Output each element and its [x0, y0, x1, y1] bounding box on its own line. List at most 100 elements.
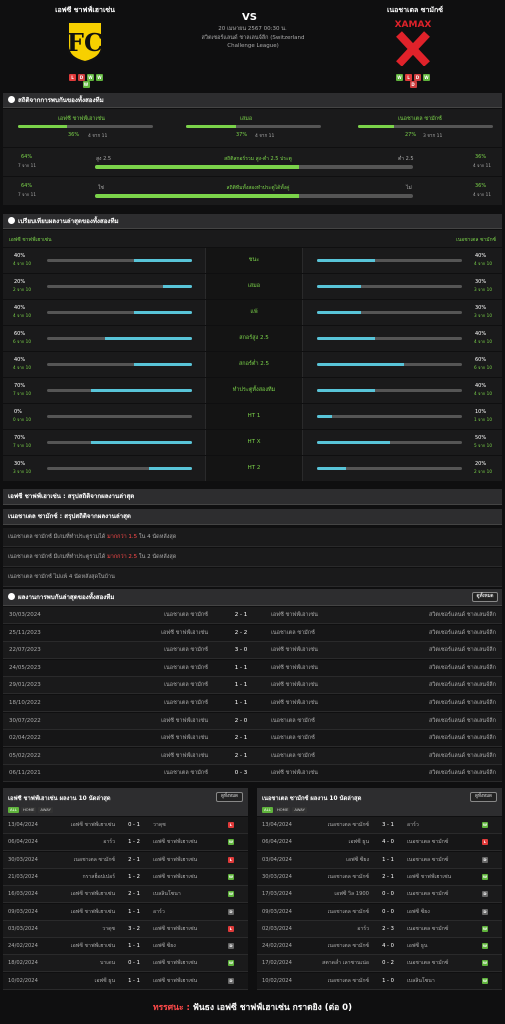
- summary-team: เนอชาเตล ซามักซ์: [8, 534, 54, 540]
- last10-score: 0 - 2: [382, 960, 394, 967]
- last10-score: 2 - 1: [382, 873, 394, 880]
- compare-left-count: 2 จาก 10: [13, 287, 31, 292]
- compare-left-count: 0 จาก 10: [13, 417, 31, 422]
- tab-all[interactable]: ALL: [8, 807, 19, 813]
- h2h-league: สวิตเซอร์แลนด์ ชาลเลนจ์ลีก: [428, 664, 496, 671]
- last10-away: วาดุซ: [153, 822, 166, 828]
- last10-score: 1 - 2: [128, 839, 140, 846]
- h2h-row[interactable]: 30/07/2022 เอฟซี ชาฟฟ์เฮาเซ่น 2 - 0 เนอช…: [3, 712, 502, 730]
- last10-row[interactable]: 17/02/2024 สตาดล่ำ เลาซานเน่อ 0 - 2 เนอช…: [257, 955, 502, 973]
- tab-home[interactable]: HOME: [20, 807, 37, 813]
- btts-left-count: 7 จาก 11: [18, 192, 36, 197]
- h2h-row[interactable]: 25/11/2023 เอฟซี ชาฟฟ์เฮาเซ่น 2 - 2 เนอช…: [3, 624, 502, 642]
- last10-row[interactable]: 24/02/2024 เนอชาเตล ซามักซ์ 4 - 0 เอฟซี …: [257, 938, 502, 956]
- compare-left-count: 4 จาก 10: [13, 365, 31, 370]
- last10-row[interactable]: 03/04/2024 เอฟซี ซียง 1 - 1 เนอชาเตล ซาม…: [257, 851, 502, 869]
- compare-right-pct: 20%: [475, 461, 487, 467]
- h2h-results-header: ผลงานการพบกันล่าสุดของทั้งสองทีม ดูทั้งห…: [3, 589, 502, 606]
- h2h-row[interactable]: 05/02/2022 เอฟซี ชาฟฟ์เฮาเซ่น 2 - 1 เนอช…: [3, 747, 502, 765]
- summary-text: ไม่แพ้ 4: [53, 574, 73, 580]
- compare-left-pct: 40%: [14, 357, 26, 363]
- last10-view-all-button[interactable]: ดูทั้งหมด: [216, 792, 243, 802]
- form-chip: W: [96, 74, 103, 81]
- last10-row[interactable]: 09/03/2024 เนอชาเตล ซามักซ์ 0 - 0 เอฟซี …: [257, 903, 502, 921]
- last10-home: เนอชาเตล ซามักซ์: [327, 943, 369, 950]
- last10-score: 0 - 0: [382, 891, 394, 898]
- last10-score: 3 - 2: [128, 925, 140, 932]
- form-chip: D: [414, 74, 421, 81]
- tab-away[interactable]: AWAY: [292, 807, 307, 813]
- last10-row[interactable]: 16/03/2024 เอฟซี ชาฟฟ์เฮาเซ่น 2 - 1 เบลล…: [3, 886, 248, 904]
- last10-score: 2 - 1: [128, 856, 140, 863]
- h2h-stats-header: สถิติจากการพบกันของทั้งสองทีม: [3, 93, 502, 108]
- h2h-league: สวิตเซอร์แลนด์ ชาลเลนจ์ลีก: [428, 752, 496, 759]
- last10-row[interactable]: 10/02/2024 เอฟซี ธูน 1 - 1 เอฟซี ชาฟฟ์เฮ…: [3, 972, 248, 990]
- compare-right-count: 3 จาก 10: [474, 287, 492, 292]
- last10-date: 09/03/2024: [262, 908, 292, 915]
- last10-row[interactable]: 06/04/2024 อาร์ว 1 - 2 เอฟซี ชาฟฟ์เฮาเซ่…: [3, 834, 248, 852]
- h2h-row[interactable]: 02/04/2022 เอฟซี ชาฟฟ์เฮาเซ่น 2 - 1 เนอช…: [3, 730, 502, 748]
- last10-date: 24/02/2024: [262, 943, 292, 950]
- compare-row: 20% 2 จาก 10 เสมอ 30% 3 จาก 10: [3, 274, 502, 299]
- compare-label-cell: ชนะ: [205, 248, 303, 273]
- last10-row[interactable]: 06/04/2024 เอฟซี ธูน 4 - 0 เนอชาเตล ซามั…: [257, 834, 502, 852]
- last10-date: 30/03/2024: [8, 856, 38, 863]
- compare-left-count: 7 จาก 10: [13, 391, 31, 396]
- h2h-score: 2 - 0: [234, 717, 248, 724]
- last10-result-badge: W: [482, 925, 488, 932]
- last10-row[interactable]: 02/03/2024 อาร์ว 2 - 3 เนอชาเตล ซามักซ์ …: [257, 920, 502, 938]
- last10-row[interactable]: 21/03/2024 กราสฮ็อปเปอร์ 1 - 2 เอฟซี ชาฟ…: [3, 868, 248, 886]
- last10-row[interactable]: 13/04/2024 เนอชาเตล ซามักซ์ 3 - 1 อาร์ว …: [257, 817, 502, 834]
- compare-left-bar: [47, 467, 192, 470]
- last10-away: เอฟซี ชาฟฟ์เฮาเซ่น: [153, 839, 198, 846]
- h2h-row[interactable]: 18/10/2022 เนอชาเตล ซามักซ์ 1 - 1 เอฟซี …: [3, 695, 502, 712]
- compare-right-pct: 10%: [475, 409, 487, 415]
- last10-away: เอฟซี ชาฟฟ์เฮาเซ่น: [153, 960, 198, 967]
- h2h-row[interactable]: 30/03/2024 เนอชาเตล ซามักซ์ 2 - 1 เอฟซี …: [3, 607, 502, 624]
- ou-left-count: 7 จาก 11: [18, 163, 36, 168]
- last10-row[interactable]: 24/02/2024 เอฟซี ชาฟฟ์เฮาเซ่น 1 - 1 เอฟซ…: [3, 938, 248, 956]
- compare-right-pct: 30%: [475, 279, 487, 285]
- h2h-date: 02/04/2022: [9, 735, 41, 742]
- home-last10-header: เอฟซี ชาฟฟ์เฮาเซ่น ผลงาน 10 นัดล่าสุด ดู…: [3, 788, 248, 816]
- h2h-row[interactable]: 06/11/2021 เนอชาเตล ซามักซ์ 0 - 3 เอฟซี …: [3, 765, 502, 783]
- tab-home[interactable]: HOME: [274, 807, 291, 813]
- last10-row[interactable]: 30/03/2024 เนอชาเตล ซามักซ์ 2 - 1 เอฟซี …: [3, 851, 248, 869]
- last10-view-all-button[interactable]: ดูทั้งหมด: [470, 792, 497, 802]
- last10-row[interactable]: 17/03/2024 เอฟซี วิล 1900 0 - 0 เนอชาเตล…: [257, 886, 502, 904]
- last10-row[interactable]: 09/03/2024 เอฟซี ชาฟฟ์เฮาเซ่น 1 - 1 อาร์…: [3, 903, 248, 921]
- last10-row[interactable]: 13/04/2024 เอฟซี ชาฟฟ์เฮาเซ่น 0 - 1 วาดุ…: [3, 817, 248, 834]
- compare-right-count: 1 จาก 10: [474, 417, 492, 422]
- last10-home: เนอชาเตล ซามักซ์: [327, 977, 369, 984]
- last10-row[interactable]: 30/03/2024 เนอชาเตล ซามักซ์ 2 - 1 เอฟซี …: [257, 868, 502, 886]
- summary-highlight: มากกว่า 1.5: [107, 534, 138, 540]
- h2h-row[interactable]: 29/01/2023 เนอชาเตล ซามักซ์ 1 - 1 เอฟซี …: [3, 677, 502, 695]
- h2h-row[interactable]: 24/05/2023 เนอชาเตล ซามักซ์ 1 - 1 เอฟซี …: [3, 659, 502, 677]
- last10-away: เนอชาเตล ซามักซ์: [407, 960, 449, 967]
- last10-away: เอฟซี ชาฟฟ์เฮาเซ่น: [407, 873, 452, 880]
- h2h-score: 0 - 3: [234, 770, 248, 777]
- last10-row[interactable]: 03/03/2024 วาดุซ 3 - 2 เอฟซี ชาฟฟ์เฮาเซ่…: [3, 920, 248, 938]
- h2h-row[interactable]: 22/07/2023 เนอชาเตล ซามักซ์ 3 - 0 เอฟซี …: [3, 642, 502, 660]
- last10-away: เอฟซี ซียง: [407, 908, 430, 915]
- compare-right-bar: [317, 467, 462, 470]
- compare-right-count: 5 จาก 10: [474, 443, 492, 448]
- last10-date: 03/03/2024: [8, 925, 38, 932]
- compare-left-bar: [47, 441, 192, 444]
- last10-row[interactable]: 18/02/2024 บาเดน 0 - 1 เอฟซี ชาฟฟ์เฮาเซ่…: [3, 955, 248, 973]
- compare-right-pct: 60%: [475, 357, 487, 363]
- last10-row[interactable]: 10/02/2024 เนอชาเตล ซามักซ์ 1 - 0 เบลลิน…: [257, 972, 502, 990]
- last10-result-badge: W: [228, 891, 234, 898]
- last10-away: เอฟซี ชาฟฟ์เฮาเซ่น: [153, 925, 198, 932]
- h2h-view-all-button[interactable]: ดูทั้งหมด: [472, 592, 498, 602]
- tab-away[interactable]: AWAY: [38, 807, 53, 813]
- compare-left-bar: [47, 259, 192, 262]
- h2h-score: 3 - 0: [234, 647, 248, 654]
- h2h-away: เนอชาเตล ซามักซ์: [271, 717, 315, 724]
- home-summary-title: เอฟซี ชาฟฟ์เฮาเซ่น : สรุปสถิติจากผลงานล่…: [8, 493, 135, 500]
- compare-away-name: เนอชาเตล ซามักซ์: [456, 237, 496, 243]
- h2h-away: เอฟซี ชาฟฟ์เฮาเซ่น: [271, 682, 318, 689]
- form-chip: W: [396, 74, 403, 81]
- tab-all[interactable]: ALL: [262, 807, 273, 813]
- h2h-date: 24/05/2023: [9, 664, 41, 671]
